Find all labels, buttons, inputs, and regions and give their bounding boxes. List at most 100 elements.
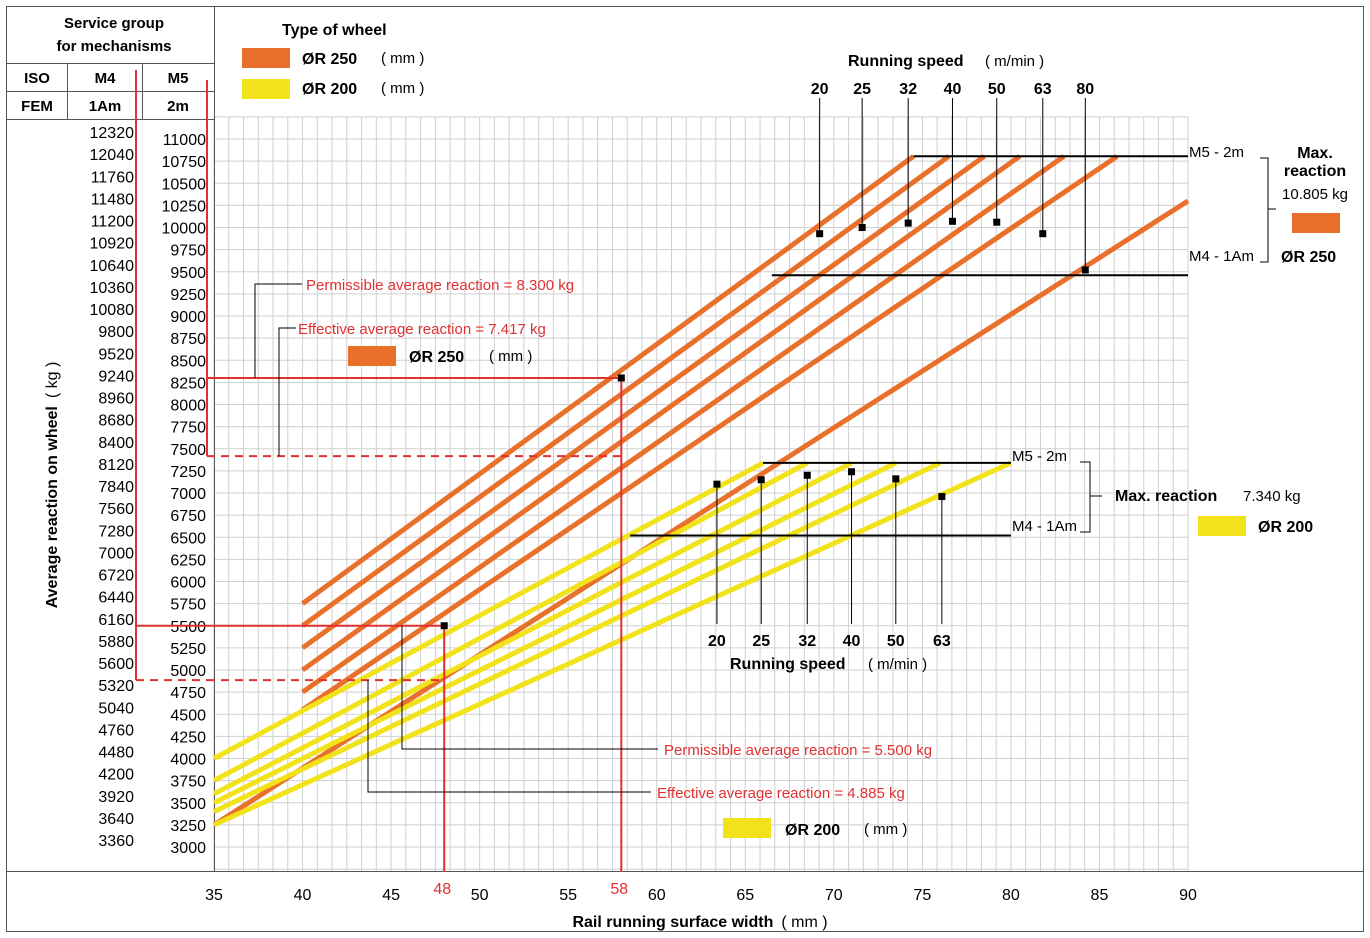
- x-tick-label: 85: [1091, 887, 1109, 904]
- series-200-line-40: [212, 460, 897, 805]
- m4-1am-label-200: M4 - 1Am: [1012, 518, 1077, 535]
- y-tick-label-m4: 10640: [90, 258, 135, 275]
- m2-label: 2m: [167, 98, 189, 115]
- example-200-point: [440, 622, 448, 630]
- y-tick-label-m4: 9520: [98, 346, 134, 363]
- m5-2m-label-250: M5 - 2m: [1189, 144, 1244, 161]
- speed-label-250: 80: [1076, 81, 1094, 98]
- y-tick-label-m4: 5040: [98, 700, 134, 717]
- bottom-200-label: ØR 200: [785, 822, 840, 839]
- x-tick-label: 70: [825, 887, 843, 904]
- series-200-line-50: [212, 460, 942, 814]
- max-reaction-250-line1: Max.: [1297, 145, 1333, 162]
- y-tick-label-m4: 11200: [91, 214, 134, 231]
- running-speed-unit-top: ( m/min ): [985, 53, 1044, 70]
- y-tick-label-m4: 4760: [98, 722, 134, 739]
- y-tick-label-m5: 6000: [170, 575, 206, 592]
- y-tick-label-m4: 5320: [98, 678, 134, 695]
- y-tick-label-m4: 8120: [98, 457, 134, 474]
- y-tick-label-m5: 10750: [162, 154, 207, 171]
- y-tick-label-m4: 10080: [90, 302, 135, 319]
- x-tick-label: 50: [471, 887, 489, 904]
- y-tick-label-m4: 7280: [98, 523, 134, 540]
- speed-label-200: 32: [798, 633, 816, 650]
- wheel-type-title: Type of wheel: [282, 22, 387, 39]
- perm-250-text: Permissible average reaction = 8.300 kg: [306, 277, 574, 294]
- outer-frame: [6, 6, 1364, 932]
- x-tick-label: 40: [294, 887, 312, 904]
- y-tick-label-m4: 6440: [98, 590, 134, 607]
- y-tick-label-m5: 11000: [163, 132, 206, 149]
- y-tick-label-m4: 12320: [90, 125, 135, 142]
- speed-label-200: 50: [887, 633, 905, 650]
- marker-200: [892, 475, 900, 483]
- y-tick-label-m5: 10250: [162, 198, 207, 215]
- y-tick-label-m5: 10000: [162, 221, 207, 238]
- speed-label-250: 50: [988, 81, 1006, 98]
- m5-label: M5: [168, 70, 189, 87]
- marker-250: [993, 218, 1001, 226]
- y-tick-label-m5: 4250: [170, 729, 206, 746]
- speed-label-250: 20: [811, 81, 829, 98]
- x-tick-label: 65: [736, 887, 754, 904]
- wheel-250-swatch: [242, 48, 290, 68]
- iso-label: ISO: [24, 70, 50, 87]
- marker-250: [858, 224, 866, 231]
- marker-250: [904, 219, 912, 227]
- marker-250: [1081, 266, 1089, 274]
- y-tick-label-m4: 4480: [98, 745, 134, 762]
- eff-250-text: Effective average reaction = 7.417 kg: [298, 321, 546, 338]
- wheel-200-swatch: [242, 79, 290, 99]
- fem-label: FEM: [21, 98, 53, 115]
- y-tick-label-m5: 3750: [170, 774, 206, 791]
- speed-label-250: 32: [899, 81, 917, 98]
- series-250-line-50: [301, 154, 1066, 695]
- y-tick-label-m4: 3920: [98, 789, 134, 806]
- max-reaction-200-label: Max. reaction: [1115, 488, 1217, 505]
- y-tick-label-m4: 4200: [98, 767, 134, 784]
- x-tick-label: 80: [1002, 887, 1020, 904]
- series-200-line-63: [212, 460, 1012, 828]
- m4-label: M4: [95, 70, 116, 87]
- service-group-line2: for mechanisms: [56, 38, 171, 55]
- y-axis-title: Average reaction on wheel( kg ): [44, 362, 61, 609]
- y-tick-label-m4: 5880: [98, 634, 134, 651]
- eff-200-text: Effective average reaction = 4.885 kg: [657, 785, 905, 802]
- y-tick-label-m5: 7750: [170, 420, 206, 437]
- y-tick-label-m5: 3000: [170, 840, 206, 857]
- y-tick-label-m5: 10500: [162, 176, 207, 193]
- max-reaction-250-value: 10.805 kg: [1282, 186, 1348, 203]
- marker-200: [848, 468, 856, 476]
- mid-250-label: ØR 250: [409, 349, 464, 366]
- x-tick-label: 60: [648, 887, 666, 904]
- marker-250: [948, 217, 956, 225]
- speed-label-200: 40: [843, 633, 861, 650]
- speed-label-250: 25: [853, 81, 871, 98]
- legend-200-label: ØR 200: [1258, 519, 1313, 536]
- y-tick-label-m5: 9250: [170, 287, 206, 304]
- y-tick-label-m4: 7000: [98, 545, 134, 562]
- speed-lines: 20 25 32 40 50 63 80 20 25 32 40 50 63: [708, 81, 1094, 650]
- example-250-perm-leader: [254, 283, 302, 378]
- x-tick-label-highlight: 48: [433, 881, 451, 898]
- y-tick-label-m5: 8000: [170, 398, 206, 415]
- y-tick-label-m5: 6500: [170, 530, 206, 547]
- y-tick-label-m5: 9000: [170, 309, 206, 326]
- y-tick-label-m5: 6250: [170, 552, 206, 569]
- marker-250: [816, 230, 824, 238]
- example-250-eff-leader: [278, 327, 296, 457]
- running-speed-title-bottom: Running speed: [730, 656, 846, 673]
- y-tick-label-m4: 11480: [91, 191, 134, 208]
- y-tick-label-m4: 12040: [90, 147, 135, 164]
- y-tick-label-m5: 5250: [170, 641, 206, 658]
- y-tick-label-m4: 8680: [98, 413, 134, 430]
- m4-1am-label-250: M4 - 1Am: [1189, 248, 1254, 265]
- example-lines: [135, 70, 658, 872]
- y-tick-label-m4: 3360: [98, 833, 134, 850]
- y-tick-label-m4: 8400: [98, 435, 134, 452]
- example-200-eff-leader: [367, 680, 651, 793]
- y-ticks-m5: 11000 10750 10500 10250 10000 9750 9500 9250 900…: [162, 132, 207, 857]
- wheel-200-unit: ( mm ): [381, 80, 424, 97]
- y-tick-label-m4: 10360: [90, 280, 135, 297]
